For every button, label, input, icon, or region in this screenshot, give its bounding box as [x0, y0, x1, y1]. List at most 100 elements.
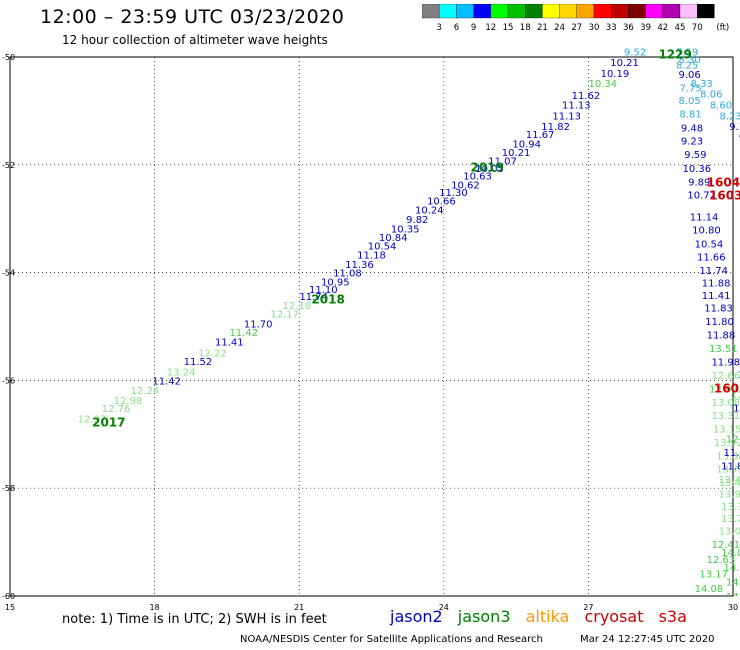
- wave-height-value: 13.31: [711, 411, 740, 422]
- legend-cryosat: cryosat: [584, 607, 644, 626]
- scale-tick-label: 45: [675, 23, 686, 33]
- scale-tick-label: 42: [657, 23, 668, 33]
- x-tick-label: 15: [5, 603, 15, 612]
- scale-tick-label: 15: [503, 23, 514, 33]
- wave-height-value: 8.60: [710, 101, 732, 112]
- scale-unit-label: (ft): [716, 23, 729, 33]
- wave-height-value: 14.07: [721, 548, 740, 559]
- scale-swatch: [697, 4, 715, 19]
- wave-height-value: 12.63: [707, 555, 736, 566]
- wave-height-value: 13.92: [714, 438, 740, 449]
- wave-height-value: 13.17: [699, 569, 728, 580]
- wave-height-value: 9.23: [681, 137, 703, 148]
- wave-height-value: 11.30: [439, 188, 468, 199]
- footnote: note: 1) Time is in UTC; 2) SWH is in fe…: [62, 612, 327, 627]
- y-tick-label: -52: [2, 161, 15, 170]
- wave-height-value: 11.36: [345, 260, 374, 271]
- wave-height-value: 8.25: [676, 61, 698, 72]
- pass-time-label: 2017: [92, 415, 125, 429]
- wave-height-value: 12.99: [709, 385, 738, 396]
- wave-height-value: 10.66: [427, 196, 456, 207]
- wave-height-value: 12.22: [198, 348, 227, 359]
- wave-height-value: 13.22: [721, 514, 740, 525]
- wave-height-value: 11.41: [702, 291, 731, 302]
- scale-tick-label: 24: [554, 23, 565, 33]
- wave-height-value: 11.82: [541, 122, 570, 133]
- wave-height-value: 11.83: [704, 304, 733, 315]
- pass-time-label: 1603: [714, 381, 740, 395]
- wave-height-value: 11.42: [152, 376, 181, 387]
- scale-tick-label: 30: [589, 23, 600, 33]
- wave-height-value: 10.94: [512, 139, 541, 150]
- wave-height-value: 11.07: [488, 157, 517, 168]
- wave-height-value: 11.72: [723, 448, 740, 459]
- pass-time-label: 1603: [709, 189, 740, 203]
- wave-height-value: 13.15: [713, 424, 740, 435]
- wave-height-value: 11.82: [733, 403, 740, 414]
- wave-height-value: 11.80: [705, 317, 734, 328]
- wave-height-value: 10.95: [321, 277, 350, 288]
- scale-tick-label: 36: [623, 23, 634, 33]
- wave-height-value: 8.30: [678, 55, 700, 66]
- wave-height-value: 11.88: [707, 331, 736, 342]
- wave-height-value: 10.62: [451, 180, 480, 191]
- wave-height-value: 9.52: [624, 48, 646, 59]
- credit-line: NOAA/NESDIS Center for Satellite Applica…: [240, 634, 543, 645]
- wave-height-value: 10.21: [502, 148, 531, 159]
- wave-height-value: 10.36: [683, 164, 712, 175]
- wave-height-value: 8.33: [691, 79, 713, 90]
- wave-height-value: 12.24: [131, 386, 160, 397]
- wave-height-value: 11.08: [333, 269, 362, 280]
- wave-height-value: 10.21: [610, 58, 639, 69]
- scale-tick-label: 70: [692, 23, 703, 33]
- wave-height-value: 14.43: [726, 578, 740, 589]
- wave-height-value: 11.42: [229, 328, 258, 339]
- wave-height-value: 14.32: [723, 563, 740, 574]
- wave-height-value: 10.35: [391, 224, 420, 235]
- wave-height-value: 11.14: [690, 213, 719, 224]
- wave-height-value: 8.05: [678, 96, 700, 107]
- wave-height-value: 11.10: [309, 285, 338, 296]
- scale-tick-label: 33: [606, 23, 617, 33]
- wave-height-value: 10.54: [695, 240, 724, 251]
- wave-height-value: 10.24: [415, 206, 444, 217]
- wave-height-value: 11.13: [562, 101, 591, 112]
- pass-time-label: 1229: [658, 47, 691, 61]
- wave-height-value: 11.18: [357, 250, 386, 261]
- pass-time-label: 1604: [707, 176, 740, 190]
- wave-height-value: 10.80: [692, 226, 721, 237]
- wave-height-value: 14.59: [726, 592, 740, 603]
- y-tick-label: -50: [2, 53, 15, 62]
- scale-tick-label: 9: [471, 23, 476, 33]
- wave-height-value: 13.24: [167, 367, 196, 378]
- wave-height-value: 13.51: [709, 344, 738, 355]
- wave-height-value: 11.70: [244, 319, 273, 330]
- wave-height-value: 11.62: [572, 91, 601, 102]
- wave-height-value: 12.41: [711, 540, 740, 551]
- wave-height-value: 7.75: [679, 83, 701, 94]
- wave-height-value: 8.23: [719, 111, 740, 122]
- wave-height-value: 12.27: [78, 415, 107, 426]
- wave-height-value: 12.47: [719, 475, 740, 486]
- wave-height-value: 12.12: [731, 390, 740, 401]
- x-tick-label: 30: [728, 603, 738, 612]
- wave-height-value: 13.08: [711, 398, 740, 409]
- satellite-legend: jason2 jason3 altika cryosat s3a: [390, 607, 697, 626]
- legend-s3a: s3a: [658, 607, 687, 626]
- legend-jason2: jason2: [390, 607, 443, 626]
- wave-height-value: 9.89: [688, 178, 710, 189]
- wave-height-value: 11.41: [215, 338, 244, 349]
- wave-height-value: 13.97: [719, 490, 740, 501]
- wave-height-value: 10.34: [589, 79, 618, 90]
- legend-jason3: jason3: [457, 607, 511, 626]
- wave-height-value: 10.05: [475, 164, 504, 175]
- pass-time-label: 2019: [470, 160, 503, 174]
- y-tick-label: -60: [2, 592, 15, 601]
- wave-height-labels: 9.5210.2110.1910.3411.6211.1311.1311.821…: [78, 47, 740, 603]
- scale-tick-label: 39: [640, 23, 651, 33]
- x-tick-label: 21: [294, 603, 304, 612]
- wave-height-value: 11.66: [697, 253, 726, 264]
- scale-tick-label: 3: [436, 23, 441, 33]
- wave-height-value: 9.06: [678, 70, 700, 81]
- wave-height-value: 10.44: [738, 370, 740, 381]
